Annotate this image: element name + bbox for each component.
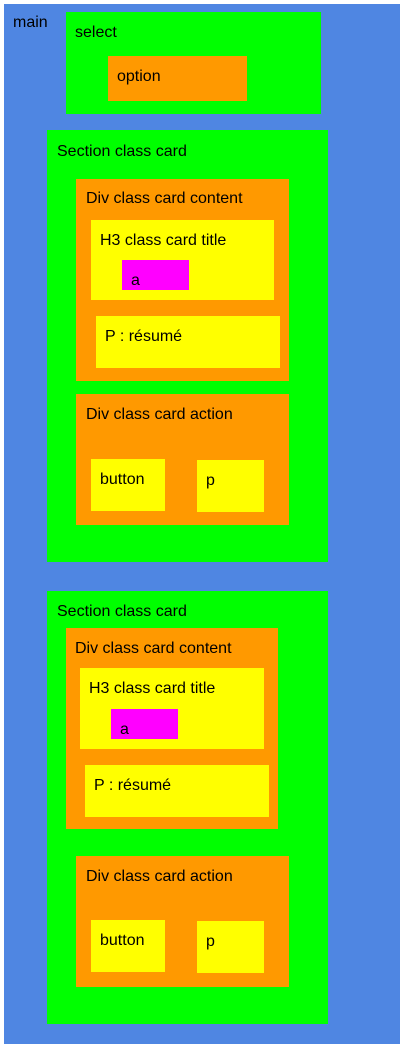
card-2-summary-label: P : résumé: [94, 777, 172, 794]
card-1-title-link-label[interactable]: a: [131, 272, 140, 289]
card-1-title-label: H3 class card title: [100, 232, 227, 249]
option-label: option: [117, 68, 161, 85]
card-1-content-label: Div class card content: [86, 190, 243, 207]
card-1-summary-label: P : résumé: [105, 328, 183, 345]
card-2-action-label: Div class card action: [86, 868, 233, 885]
select-label: select: [75, 24, 117, 41]
card-section-1-label: Section class card: [57, 143, 187, 160]
card-1-action-p-label: p: [206, 472, 215, 489]
card-2-title-label: H3 class card title: [89, 680, 216, 697]
option-block: [108, 56, 247, 101]
card-2-action-p: [197, 921, 264, 973]
card-2-title-link-label[interactable]: a: [120, 721, 129, 738]
card-1-action-label: Div class card action: [86, 406, 233, 423]
card-2-action-p-label: p: [206, 933, 215, 950]
card-1-title-link[interactable]: [122, 260, 189, 290]
card-2-summary: [85, 765, 269, 817]
card-2-title-link[interactable]: [111, 709, 178, 739]
card-1-action-p: [197, 460, 264, 512]
card-1-button[interactable]: [91, 459, 165, 511]
card-2-button-label[interactable]: button: [100, 932, 145, 949]
card-section-2-label: Section class card: [57, 603, 187, 620]
card-1-button-label[interactable]: button: [100, 471, 145, 488]
card-2-button[interactable]: [91, 920, 165, 972]
card-1-summary: [96, 316, 280, 368]
main-label: main: [13, 14, 48, 31]
card-2-content-label: Div class card content: [75, 640, 232, 657]
